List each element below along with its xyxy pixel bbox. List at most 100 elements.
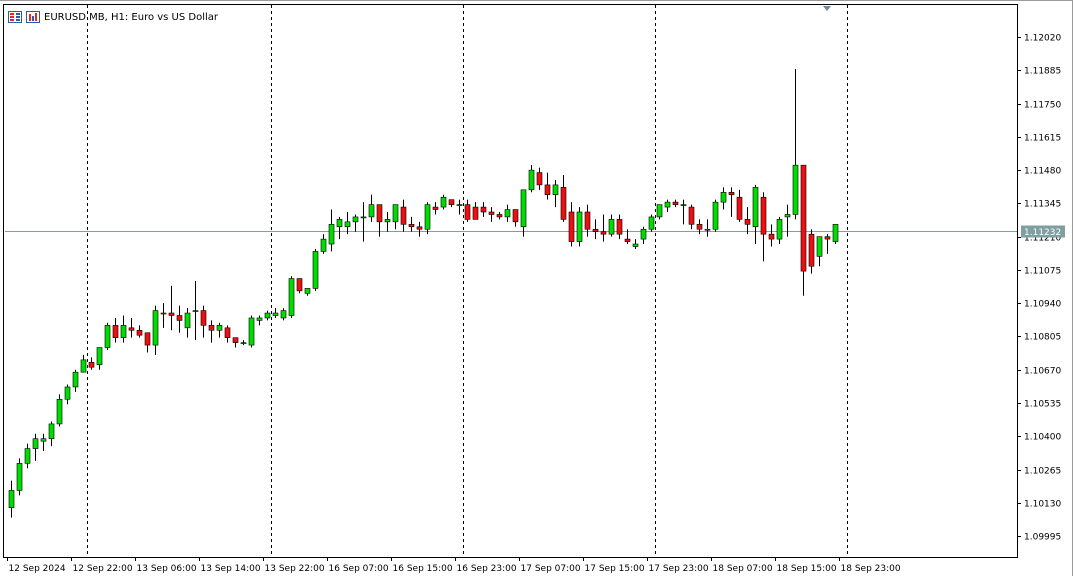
candle [360, 202, 367, 242]
candle-body [256, 317, 263, 321]
candle [792, 69, 799, 220]
candle-body [640, 228, 647, 240]
candle-body [120, 325, 127, 338]
candle-body [584, 211, 591, 230]
candle-body [184, 312, 191, 329]
candle-body [88, 362, 95, 368]
candle-body [464, 204, 471, 220]
candle-body [720, 191, 727, 203]
candle-body [208, 325, 215, 331]
candle [328, 209, 335, 252]
candle-body [744, 219, 751, 225]
candle-body [448, 199, 455, 205]
candle-body [32, 438, 39, 449]
chart-title: EURUSD.MB, H1: Euro vs US Dollar [44, 11, 219, 23]
time-tick-label: 18 Sep 07:00 [713, 564, 773, 574]
day-separators [87, 5, 848, 557]
candle [264, 310, 271, 321]
candle [176, 305, 183, 333]
time-axis[interactable]: 12 Sep 2024 12 Sep 22:00 13 Sep 06:00 13 Se… [7, 557, 901, 574]
candle-body [488, 211, 495, 215]
candle [112, 317, 119, 343]
candle [736, 189, 743, 222]
time-tick-label: 18 Sep 15:00 [777, 564, 837, 574]
candle [832, 224, 839, 245]
candle-body [560, 187, 567, 220]
price-tick-label: 1.09995 [1024, 533, 1061, 543]
candle [480, 202, 487, 217]
candle-body [432, 206, 439, 210]
candle-body [400, 206, 407, 225]
candle [424, 202, 431, 235]
candle-body [616, 219, 623, 235]
candle-body [288, 278, 295, 316]
candle [672, 199, 679, 208]
time-tick-label: 12 Sep 22:00 [73, 564, 133, 574]
candle [184, 308, 191, 338]
candle-body [48, 423, 55, 440]
candle-body [800, 164, 807, 272]
candle-body [96, 347, 103, 366]
candle [760, 192, 767, 262]
candle-body [424, 204, 431, 230]
candle [224, 325, 231, 343]
candle-body [472, 206, 479, 220]
candles [8, 69, 839, 518]
candle-body [656, 204, 663, 218]
candle-body [16, 463, 23, 491]
candle [600, 214, 607, 242]
candle [520, 189, 527, 237]
candle-body [416, 226, 423, 230]
candle-body [40, 438, 47, 442]
candle [304, 288, 311, 296]
candle-body [312, 251, 319, 289]
candle [416, 221, 423, 237]
candle-body [696, 224, 703, 230]
price-tick-label: 1.10130 [1024, 500, 1061, 510]
candle [664, 199, 671, 212]
candle [136, 325, 143, 338]
candle [400, 199, 407, 232]
chart-header: EURUSD.MB, H1: Euro vs US Dollar [8, 10, 218, 24]
candle [496, 212, 503, 220]
candle-body [672, 201, 679, 205]
candle-body [520, 189, 527, 228]
candle [456, 199, 463, 215]
chart-list-icon[interactable] [8, 11, 22, 23]
candle-body [496, 214, 503, 218]
candle-body [280, 310, 287, 319]
chart-shift-marker[interactable] [823, 6, 831, 11]
time-tick-label: 16 Sep 23:00 [457, 564, 517, 574]
candle [704, 219, 711, 237]
candle-body [224, 327, 231, 338]
candle [368, 194, 375, 222]
price-axis[interactable]: 1.12020 1.11885 1.11750 1.11615 1.11480 1.113… [1017, 34, 1065, 543]
candle [320, 234, 327, 254]
candle [712, 199, 719, 232]
candle [696, 219, 703, 235]
candle [776, 216, 783, 245]
time-tick-label: 17 Sep 07:00 [521, 564, 581, 574]
candle [8, 480, 15, 518]
candle [96, 347, 103, 370]
time-tick-label: 13 Sep 22:00 [265, 564, 325, 574]
candle-body [360, 216, 367, 219]
candle-body [568, 211, 575, 242]
candle-body [576, 211, 583, 242]
candle-body [176, 315, 183, 321]
candle [192, 281, 199, 341]
candle-body [736, 196, 743, 220]
candle-body [768, 233, 775, 240]
candle-body [328, 224, 335, 245]
time-tick-label: 18 Sep 23:00 [841, 564, 901, 574]
candle [800, 164, 807, 296]
bar-chart-icon[interactable] [26, 11, 40, 23]
candle [248, 315, 255, 348]
candle [232, 337, 239, 348]
candle-body [376, 204, 383, 223]
candle [744, 207, 751, 235]
time-tick-label: 13 Sep 06:00 [137, 564, 197, 574]
candle-body [664, 201, 671, 208]
